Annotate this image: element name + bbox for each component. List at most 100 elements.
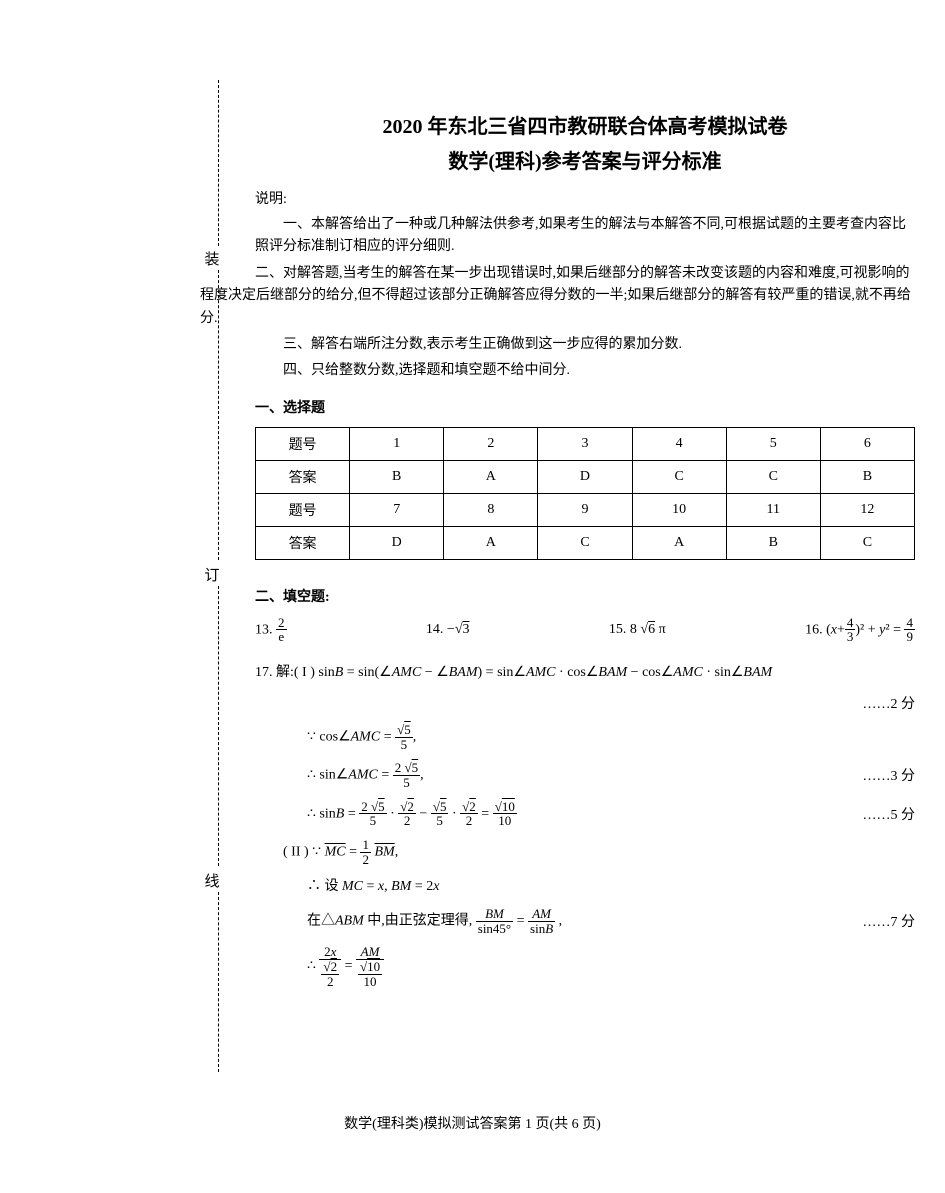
ans-cell: D: [350, 526, 444, 559]
t1-2: 2: [361, 799, 371, 814]
half-n: 1: [360, 838, 371, 853]
ff2n: AM: [356, 945, 384, 960]
binding-label-3: 线: [202, 870, 222, 891]
q16-rpar-sq: )²: [855, 622, 864, 637]
amc-cos: AMC: [351, 729, 381, 744]
eq-sin: =: [378, 768, 393, 783]
content-area: 2020 年东北三省四市教研联合体高考模拟试卷 数学(理科)参考答案与评分标准 …: [255, 110, 915, 998]
ff1-x: x: [331, 944, 337, 959]
eqx1: =: [363, 879, 378, 894]
ff1d-frac: √22: [321, 960, 339, 988]
t4: √22: [460, 800, 478, 828]
BM2: BM: [391, 879, 411, 894]
q17-bam3: BAM: [743, 665, 772, 680]
footer-page: 1: [525, 1117, 532, 1132]
t5d: 10: [493, 814, 517, 828]
footer-prefix: 数学(理科类)模拟测试答案第: [344, 1117, 525, 1132]
eq-sinB: =: [344, 806, 359, 821]
q17-sinerule-line: 在△ABM 中,由正弦定理得, BMsin45° = AMsinB , ……7 …: [255, 907, 915, 935]
sin-5: 5: [412, 760, 419, 775]
sinB-formula: ∴ sinB = 2 √55 · √22 − √55 · √22 = √1010: [255, 800, 863, 828]
num-cell: 3: [538, 427, 632, 460]
q16-eq: =: [890, 622, 905, 637]
comma-sr: ,: [559, 914, 563, 929]
num-cell: 4: [632, 427, 726, 460]
header-cell: 答案: [256, 460, 350, 493]
num-cell: 5: [726, 427, 820, 460]
ans-cell: D: [538, 460, 632, 493]
cos-num: √5: [395, 723, 413, 738]
sr2d: sinB: [528, 922, 555, 936]
sin-amc-formula: ∴ sin∠AMC = 2 √55,: [255, 761, 863, 789]
page-title: 2020 年东北三省四市教研联合体高考模拟试卷: [255, 110, 915, 139]
q16-plus2: +: [864, 622, 879, 637]
sinB-prefix: ∴ sin: [307, 806, 336, 821]
t2: √22: [398, 800, 416, 828]
ff2d: √1010: [356, 960, 384, 988]
q14-num: 14.: [426, 622, 444, 637]
explain-label: 说明:: [255, 188, 915, 208]
num-cell: 1: [350, 427, 444, 460]
q17-cos-line: ∵ cos∠AMC = √55,: [255, 723, 915, 751]
q17-bam1: BAM: [449, 665, 478, 680]
ans-cell: A: [444, 526, 538, 559]
t4n: √2: [460, 800, 478, 815]
ans-cell: C: [538, 526, 632, 559]
ff1n: 2x: [319, 945, 341, 960]
t1d: 5: [359, 814, 386, 828]
MC2: MC: [342, 879, 363, 894]
page-subtitle: 数学(理科)参考答案与评分标准: [255, 145, 915, 174]
q17-line1: 17. 解:( I ) sinB = sin(∠AMC − ∠BAM) = si…: [255, 662, 915, 683]
sin-frac: 2 √55: [393, 761, 420, 789]
q15-suffix: π: [655, 622, 666, 637]
dash-seg-4: [218, 892, 219, 1072]
table-row: 题号 1 2 3 4 5 6: [256, 427, 915, 460]
t2-2: 2: [407, 799, 414, 814]
cos-prefix: ∵ cos∠: [307, 729, 351, 744]
ff2: AM √1010: [356, 945, 384, 988]
header-cell: 答案: [256, 526, 350, 559]
q17-rp: ) = sin∠: [478, 665, 526, 680]
table-row: 答案 D A C A B C: [256, 526, 915, 559]
final-prefix: ∴: [307, 959, 319, 974]
footer-suffix: 页): [579, 1117, 601, 1132]
two: 2: [395, 760, 405, 775]
q13-frac: 2 e: [276, 616, 287, 644]
cos-den: 5: [395, 738, 413, 752]
q17-B1: B: [335, 665, 344, 680]
q16-9b: 9: [904, 630, 915, 644]
sr2n: AM: [528, 907, 555, 922]
explain-p2: 二、对解答题,当考生的解答在某一步出现错误时,如果后继部分的解答未改变该题的内容…: [200, 263, 915, 330]
num-cell: 2: [444, 427, 538, 460]
BM-vec: BM: [374, 844, 394, 859]
t3: √55: [431, 800, 449, 828]
cos-num-5: 5: [404, 722, 411, 737]
q16-num: 16.: [805, 622, 823, 637]
explain-p2-text: 二、对解答题,当考生的解答在某一步出现错误时,如果后继部分的解答未改变该题的内容…: [200, 266, 911, 326]
t5n: √10: [493, 800, 517, 815]
ff1: 2x √22: [319, 945, 341, 988]
times1: ·: [390, 806, 398, 821]
eq-cos: =: [380, 729, 395, 744]
comma-pII: ,: [395, 844, 399, 859]
B-den: B: [545, 921, 553, 936]
answer-table: 题号 1 2 3 4 5 6 答案 B A D C C B 题号 7 8 9 1…: [255, 427, 915, 560]
sr1n: BM: [476, 907, 513, 922]
ABM: ABM: [335, 914, 364, 929]
t3d: 5: [431, 814, 449, 828]
ff1d-n: √2: [321, 960, 339, 975]
eq2x: = 2: [411, 879, 433, 894]
sin-prefix: ∴ sin∠: [307, 768, 348, 783]
eq-sr: =: [517, 914, 528, 929]
comma-sin: ,: [420, 768, 424, 783]
q16-4b: 4: [904, 616, 915, 631]
t2n: √2: [398, 800, 416, 815]
explain-p1: 一、本解答给出了一种或几种解法供参考,如果考生的解法与本解答不同,可根据试题的主…: [255, 214, 915, 259]
explain-p3: 三、解答右端所注分数,表示考生正确做到这一步应得的累加分数.: [255, 334, 915, 356]
q17-final-line: ∴ 2x √22 = AM √1010: [255, 945, 915, 988]
ff1d-sqrt2: 2: [331, 959, 338, 974]
q17-amc3: AMC: [673, 665, 703, 680]
sr1d: sin45°: [476, 922, 513, 936]
ff2d-frac: √1010: [358, 960, 382, 988]
num-cell: 11: [726, 493, 820, 526]
